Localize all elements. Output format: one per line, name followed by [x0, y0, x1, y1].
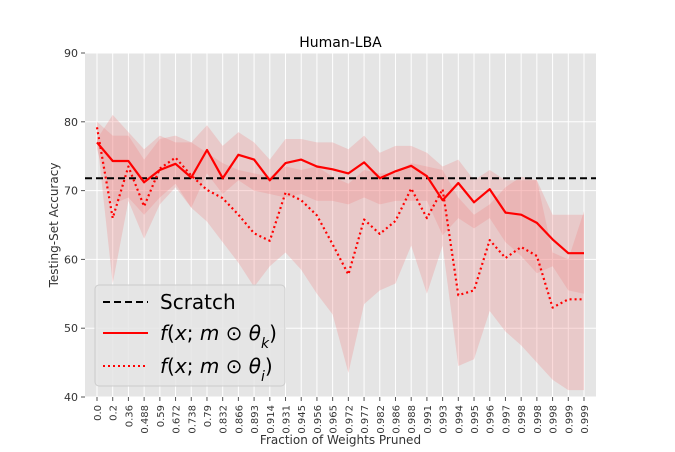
y-tick-label: 60 [64, 253, 78, 266]
y-axis-label: Testing-Set Accuracy [47, 163, 61, 289]
x-tick-label: 0.977 [360, 405, 371, 434]
x-tick-label: 0.998 [517, 405, 528, 434]
x-tick-label: 0.994 [454, 405, 465, 434]
x-tick-label: 0.488 [140, 405, 151, 434]
x-tick-label: 0.672 [172, 405, 183, 434]
x-tick-label: 0.998 [549, 405, 560, 434]
x-tick-label: 0.965 [329, 405, 340, 434]
band-solid [97, 114, 584, 294]
x-tick-label: 0.738 [187, 405, 198, 434]
x-tick-label: 0.945 [297, 405, 308, 434]
legend-box [94, 284, 286, 387]
x-axis-label: Fraction of Weights Pruned [260, 433, 421, 447]
y-tick-label: 70 [64, 185, 78, 198]
x-tick-label: 0.995 [470, 405, 481, 434]
x-tick-label: 0.893 [250, 405, 261, 434]
x-tick-label: 0.2 [109, 405, 120, 421]
x-axis-ticks: 0.0 0.2 0.36 0.488 0.59 0.672 0.738 0.79 0.832 0.… [93, 397, 591, 434]
x-tick-label: 0.991 [423, 405, 434, 434]
x-tick-label: 0.914 [266, 405, 277, 434]
x-tick-label: 0.972 [344, 405, 355, 434]
x-tick-label: 0.999 [580, 405, 591, 434]
y-tick-label: 40 [64, 391, 78, 404]
x-tick-label: 0.993 [439, 405, 450, 434]
band-dotted [97, 121, 584, 391]
x-tick-label: 0.998 [533, 405, 544, 434]
x-tick-label: 0.931 [282, 405, 293, 434]
chart-title: Human-LBA [299, 35, 382, 51]
x-tick-label: 0.999 [564, 405, 575, 434]
x-tick-label: 0.832 [219, 405, 230, 434]
x-tick-label: 0.956 [313, 405, 324, 434]
x-tick-label: 0.0 [93, 405, 104, 421]
x-tick-label: 0.36 [124, 405, 135, 427]
x-tick-label: 0.982 [376, 405, 387, 434]
series-line-dotted [95, 127, 584, 309]
legend-label-scratch: Scratch [160, 290, 236, 314]
series-line-solid [96, 141, 584, 255]
x-tick-label: 0.997 [501, 405, 512, 434]
confidence-bands [97, 114, 584, 391]
x-tick-label: 0.79 [203, 405, 214, 427]
legend-label-theta-i: f(x; m ⊙ θi) [160, 354, 273, 385]
y-axis-ticks: 40 50 60 70 80 90 [64, 47, 85, 404]
x-tick-label: 0.988 [407, 405, 418, 434]
legend: Scratch f(x; m ⊙ θk) f(x; m ⊙ θi) [94, 284, 286, 387]
legend-label-theta-k: f(x; m ⊙ θk) [160, 321, 277, 352]
x-tick-label: 0.866 [234, 405, 245, 434]
y-tick-label: 80 [64, 116, 78, 129]
x-tick-label: 0.996 [486, 405, 497, 434]
y-tick-label: 90 [64, 47, 78, 60]
x-tick-label: 0.986 [391, 405, 402, 434]
y-tick-label: 50 [64, 322, 78, 335]
series-lines [85, 127, 596, 309]
x-tick-label: 0.59 [156, 405, 167, 427]
